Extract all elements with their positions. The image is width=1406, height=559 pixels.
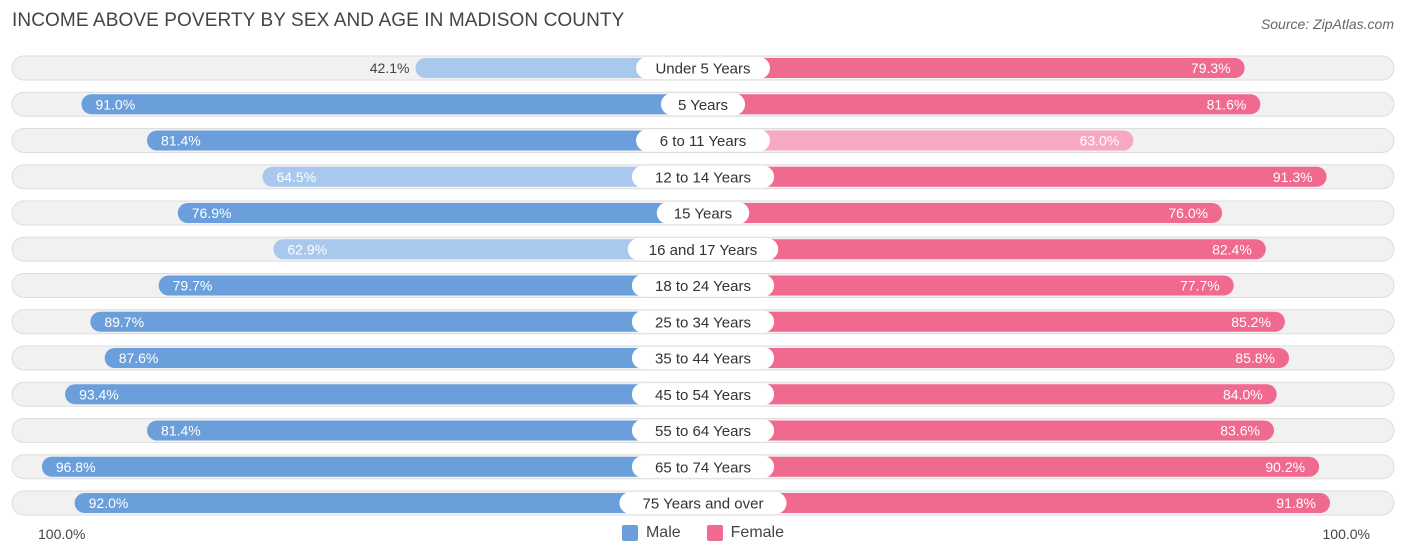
female-bar <box>703 456 1320 477</box>
male-value-label: 42.1% <box>370 60 410 76</box>
male-value-label: 81.4% <box>161 133 201 149</box>
category-label: 5 Years <box>678 97 728 114</box>
male-value-label: 89.7% <box>104 314 144 330</box>
category-label-pill <box>619 492 787 514</box>
male-value-label: 92.0% <box>89 495 129 511</box>
male-value-label: 81.4% <box>161 423 201 439</box>
category-label: 75 Years and over <box>643 496 764 513</box>
category-label: 35 to 44 Years <box>655 351 751 368</box>
male-bar <box>90 311 703 332</box>
legend: Male Female <box>0 524 1406 542</box>
category-label-pill <box>631 274 775 297</box>
category-label-pill <box>631 383 775 406</box>
male-value-label: 91.0% <box>95 96 135 112</box>
legend-item-male[interactable]: Male <box>621 524 681 542</box>
male-bar <box>74 493 703 513</box>
female-value-label: 79.3% <box>1191 60 1231 76</box>
male-bar <box>147 420 704 441</box>
category-label-pill <box>627 238 779 261</box>
male-value-label: 76.9% <box>192 205 232 221</box>
category-label-pill <box>631 455 775 478</box>
legend-item-female[interactable]: Female <box>706 524 785 542</box>
axis-right-label: 100.0% <box>1322 526 1370 542</box>
female-value-label: 85.2% <box>1231 314 1271 330</box>
category-label: 65 to 74 Years <box>655 459 751 476</box>
female-value-label: 76.0% <box>1168 205 1208 221</box>
male-value-label: 62.9% <box>287 241 327 257</box>
male-value-label: 64.5% <box>276 169 316 185</box>
category-label-pill <box>631 165 775 188</box>
female-bar <box>703 275 1234 296</box>
category-label-pill <box>636 129 770 152</box>
male-bar <box>158 275 704 296</box>
female-value-label: 85.8% <box>1235 350 1275 366</box>
female-bar <box>703 493 1330 513</box>
female-bar <box>703 311 1285 332</box>
female-bar <box>703 166 1327 187</box>
category-label-pill <box>656 202 750 224</box>
category-label-pill <box>631 310 775 333</box>
category-label: 55 to 64 Years <box>655 423 751 440</box>
female-value-label: 63.0% <box>1080 133 1120 149</box>
male-bar <box>262 166 703 187</box>
male-bar <box>177 203 703 223</box>
category-label: 12 to 14 Years <box>655 169 751 186</box>
female-bar <box>703 348 1290 368</box>
male-bar <box>104 348 703 368</box>
female-bar <box>703 58 1245 78</box>
female-bar <box>703 203 1223 223</box>
female-value-label: 90.2% <box>1265 459 1305 475</box>
male-value-label: 93.4% <box>79 386 119 402</box>
bar-chart: 42.1% 79.3% Under 5 Years 91.0% 81.6% 5 Years… <box>11 55 1395 516</box>
female-value-label: 81.6% <box>1207 96 1247 112</box>
female-value-label: 83.6% <box>1220 423 1260 439</box>
category-label-pill <box>660 93 746 116</box>
source-note: Source: ZipAtlas.com <box>1260 16 1394 32</box>
male-value-label: 96.8% <box>56 459 96 475</box>
category-label: Under 5 Years <box>655 61 750 78</box>
female-value-label: 91.8% <box>1276 495 1316 511</box>
female-bar <box>703 130 1134 151</box>
category-label: 16 and 17 Years <box>649 242 757 259</box>
male-value-label: 87.6% <box>119 350 159 366</box>
female-bar <box>703 384 1277 405</box>
category-label-pill <box>631 347 775 369</box>
male-value-label: 79.7% <box>173 278 213 294</box>
male-bar <box>415 58 703 78</box>
male-bar <box>147 130 704 151</box>
male-bar <box>65 384 703 405</box>
category-label-pill <box>636 57 770 79</box>
female-value-label: 77.7% <box>1180 278 1220 294</box>
category-label-pill <box>631 419 775 442</box>
female-swatch <box>706 525 723 541</box>
female-value-label: 82.4% <box>1212 241 1252 257</box>
male-bar <box>41 456 703 477</box>
category-label: 15 Years <box>674 206 732 223</box>
female-bar <box>703 420 1274 441</box>
male-bar <box>273 239 703 260</box>
male-bar <box>81 94 704 115</box>
male-swatch <box>621 525 638 541</box>
female-bar <box>703 94 1261 115</box>
female-value-label: 84.0% <box>1223 386 1263 402</box>
chart-title: INCOME ABOVE POVERTY BY SEX AND AGE IN M… <box>12 10 625 31</box>
female-bar <box>703 239 1266 260</box>
category-label: 25 to 34 Years <box>655 314 751 331</box>
category-label: 18 to 24 Years <box>655 278 751 295</box>
legend-label-male: Male <box>645 524 681 541</box>
axis-left-label: 100.0% <box>38 526 86 542</box>
legend-label-female: Female <box>730 524 785 541</box>
female-value-label: 91.3% <box>1273 169 1313 185</box>
category-label: 45 to 54 Years <box>655 387 751 404</box>
category-label: 6 to 11 Years <box>660 133 746 150</box>
